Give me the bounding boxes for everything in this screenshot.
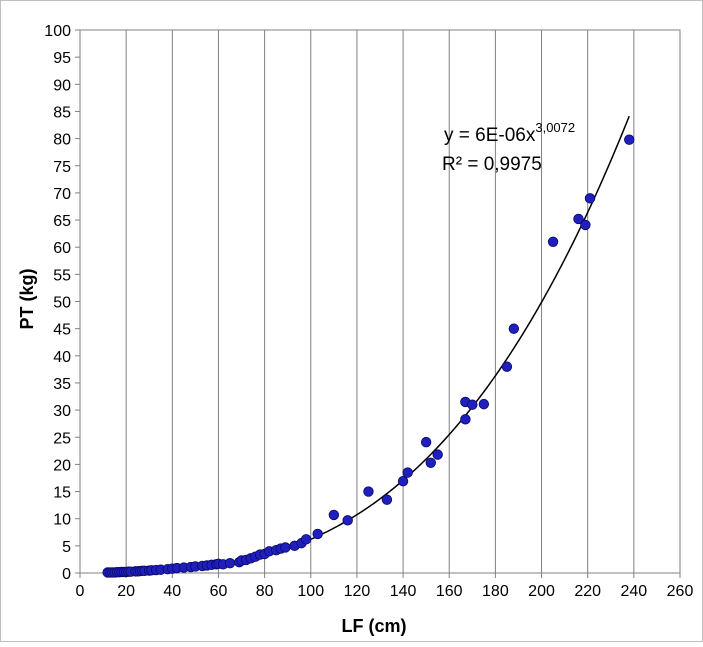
y-tick-label: 5 xyxy=(62,539,71,556)
data-point xyxy=(224,558,236,569)
data-point xyxy=(425,457,436,468)
y-tick-label: 25 xyxy=(53,430,71,447)
y-tick-label: 0 xyxy=(62,566,71,583)
trendline-r-squared: R² = 0,9975 xyxy=(442,154,542,175)
y-tick-label: 20 xyxy=(53,457,71,474)
x-tick-label: 220 xyxy=(574,583,601,600)
y-tick-label: 10 xyxy=(53,512,71,529)
y-tick-label: 70 xyxy=(53,186,71,203)
x-tick-label: 100 xyxy=(297,583,324,600)
data-point xyxy=(300,534,312,545)
ticks-layer: 0 20 40 60 80 100 120 140 160 180 200 220 240 260 0 5 10… xyxy=(44,23,693,600)
data-point xyxy=(402,467,413,478)
y-tick-label: 30 xyxy=(53,403,71,420)
y-tick-label: 55 xyxy=(53,267,71,284)
y-tick-label: 45 xyxy=(53,322,71,339)
trendline-equation-exponent: 3,0072 xyxy=(535,120,575,135)
x-axis-title: LF (cm) xyxy=(342,616,407,636)
points-layer xyxy=(102,134,635,578)
data-point xyxy=(580,219,591,231)
y-axis-title: PT (kg) xyxy=(17,268,37,329)
data-point xyxy=(363,486,374,497)
y-tick-label: 95 xyxy=(53,50,71,67)
data-point xyxy=(501,361,513,372)
y-tick-label: 40 xyxy=(53,349,71,366)
x-tick-label: 0 xyxy=(76,583,85,600)
y-tick-label: 80 xyxy=(53,132,71,149)
data-point xyxy=(573,213,584,225)
data-point xyxy=(624,134,635,145)
data-point xyxy=(547,236,559,247)
x-tick-label: 120 xyxy=(344,583,371,600)
data-point xyxy=(280,542,291,553)
x-tick-label: 60 xyxy=(210,583,228,600)
y-tick-label: 90 xyxy=(53,77,71,94)
x-tick-label: 160 xyxy=(436,583,463,600)
x-tick-label: 40 xyxy=(163,583,181,600)
trendline-equation: y = 6E-06x3,0072 xyxy=(444,120,575,146)
x-tick-label: 240 xyxy=(620,583,647,600)
data-point xyxy=(397,476,409,487)
grid-layer xyxy=(125,30,635,573)
y-tick-label: 65 xyxy=(53,213,71,230)
data-point xyxy=(584,193,596,204)
data-point xyxy=(508,323,520,334)
x-tick-label: 200 xyxy=(528,583,555,600)
data-point xyxy=(460,414,471,425)
x-tick-label: 260 xyxy=(667,583,694,600)
y-tick-label: 75 xyxy=(53,159,71,176)
y-tick-label: 50 xyxy=(53,295,71,312)
data-point xyxy=(420,436,432,448)
y-tick-label: 85 xyxy=(53,104,71,121)
data-point xyxy=(328,509,340,521)
y-tick-label: 60 xyxy=(53,240,71,257)
data-point xyxy=(467,399,478,410)
data-point xyxy=(478,398,490,410)
data-point xyxy=(381,494,393,505)
y-tick-label: 100 xyxy=(44,23,71,40)
x-tick-label: 20 xyxy=(117,583,135,600)
data-point xyxy=(312,528,323,540)
x-tick-label: 180 xyxy=(482,583,509,600)
data-point xyxy=(342,515,353,526)
x-tick-label: 140 xyxy=(390,583,417,600)
trendline-equation-base: y = 6E-06x xyxy=(444,125,536,146)
data-point xyxy=(432,449,443,460)
x-tick-label: 80 xyxy=(256,583,274,600)
y-tick-label: 15 xyxy=(53,485,71,502)
y-tick-label: 35 xyxy=(53,376,71,393)
